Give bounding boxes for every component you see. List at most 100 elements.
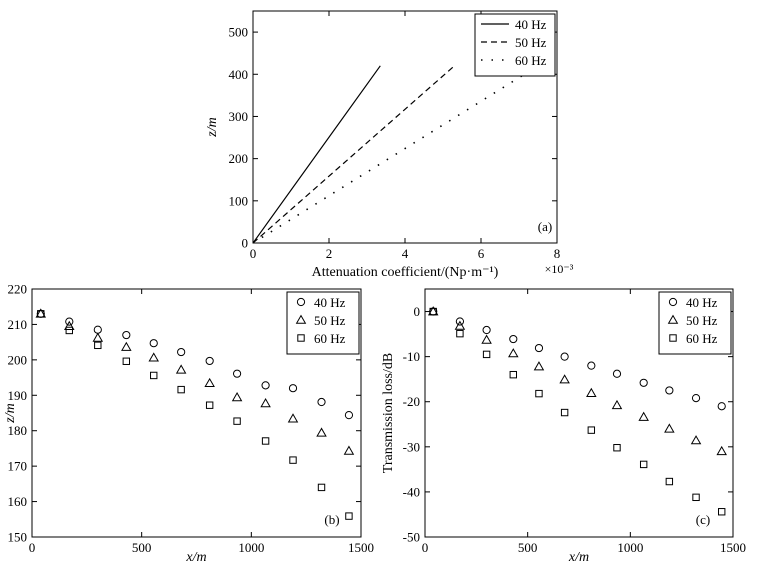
data-point-40-hz	[639, 378, 648, 387]
y-tick-label: 220	[8, 282, 28, 297]
x-tick-label: 1000	[238, 540, 264, 555]
plot-frame	[31, 288, 362, 538]
data-point-60-hz	[177, 385, 185, 394]
x-tick-label: 0	[29, 540, 36, 555]
x-tick-label: 1500	[720, 540, 746, 555]
legend-marker	[296, 297, 306, 307]
data-point-40-hz	[534, 343, 544, 353]
data-point-50-hz	[204, 377, 215, 388]
data-point-50-hz	[716, 445, 727, 456]
data-point-50-hz	[533, 361, 545, 371]
series-line-50-hz	[252, 65, 455, 244]
y-tick-label: 210	[8, 317, 28, 332]
data-point-50-hz	[121, 341, 132, 351]
legend: 40 Hz 50 Hz 60 Hz	[474, 13, 556, 77]
data-point-60-hz	[718, 508, 726, 516]
legend-label: 60 Hz	[314, 331, 346, 346]
data-point-40-hz	[122, 330, 131, 340]
data-point-50-hz	[481, 334, 492, 344]
data-point-60-hz	[122, 357, 131, 365]
data-point-40-hz	[560, 352, 569, 361]
data-point-50-hz	[287, 413, 299, 423]
legend-label: 40 Hz	[515, 17, 547, 32]
legend-label: 60 Hz	[686, 331, 718, 346]
data-point-40-hz	[65, 317, 74, 326]
x-tick-label: 500	[132, 540, 152, 555]
data-point-40-hz	[261, 381, 270, 390]
data-point-60-hz	[482, 350, 491, 359]
data-point-40-hz	[665, 386, 674, 395]
x-axis-label: x/m	[568, 550, 589, 565]
panel-a: 0 2 4 6 8 0 100 200 300 400 500 Attenuation coeffic…	[205, 10, 574, 280]
y-tick-label: -20	[403, 394, 420, 409]
y-tick-label: -10	[403, 349, 420, 364]
data-point-40-hz	[717, 402, 726, 411]
panel-label: (a)	[538, 219, 552, 234]
x-tick-label: 4	[402, 246, 409, 261]
data-point-60-hz	[535, 389, 543, 398]
legend-marker	[295, 314, 307, 324]
y-axis-label: z/m	[205, 117, 220, 137]
data-point-40-hz	[177, 347, 186, 357]
legend: 40 Hz 50 Hz 60 Hz	[658, 291, 732, 355]
y-tick-label: -50	[403, 530, 420, 545]
data-point-60-hz	[205, 401, 214, 409]
data-point-50-hz	[586, 387, 597, 397]
data-point-50-hz	[611, 399, 623, 410]
y-tick-label: -40	[403, 484, 420, 499]
data-point-60-hz	[560, 408, 569, 417]
data-point-50-hz	[316, 427, 327, 437]
data-point-60-hz	[94, 341, 102, 350]
data-point-60-hz	[613, 444, 621, 452]
data-point-40-hz	[587, 361, 596, 370]
data-point-60-hz	[456, 329, 464, 338]
data-point-40-hz	[691, 394, 701, 403]
data-point-60-hz	[317, 483, 326, 492]
legend-marker	[668, 297, 678, 307]
data-point-50-hz	[690, 435, 702, 445]
legend-marker	[297, 334, 305, 342]
y-tick-label: 200	[8, 352, 28, 367]
x-axis-label: Attenuation coefficient/(Np·m⁻¹)	[312, 265, 499, 280]
data-point-60-hz	[65, 326, 73, 335]
x-tick-label: 1500	[348, 540, 374, 555]
panel-b: 0 500 1000 1500 150 160 170 180 190 200 210 220 x/m z…	[3, 282, 374, 566]
data-point-40-hz	[149, 339, 158, 348]
y-tick-label: 400	[229, 67, 249, 82]
data-point-40-hz	[482, 325, 491, 335]
y-tick-label: 180	[8, 423, 28, 438]
data-point-50-hz	[559, 374, 570, 384]
data-point-60-hz	[37, 310, 45, 318]
data-point-40-hz	[232, 369, 242, 378]
legend-label: 40 Hz	[686, 295, 718, 310]
y-tick-label: 0	[414, 304, 421, 319]
x-tick-label: 0	[422, 540, 429, 555]
x-axis-multiplier: ×10⁻³	[545, 262, 574, 276]
legend-label: 50 Hz	[314, 313, 346, 328]
legend-label: 60 Hz	[515, 53, 547, 68]
legend-label: 50 Hz	[686, 313, 718, 328]
panel-c: 0 500 1000 1500 -50 -40 -30 -20 -10 0 x/m Transmiss…	[381, 288, 746, 565]
data-point-50-hz	[638, 411, 649, 421]
y-tick-label: 190	[8, 388, 28, 403]
data-point-50-hz	[343, 445, 355, 455]
data-point-60-hz	[261, 437, 270, 445]
data-point-50-hz	[175, 364, 187, 374]
data-point-60-hz	[345, 512, 353, 520]
data-point-50-hz	[92, 332, 104, 342]
data-point-60-hz	[639, 460, 648, 469]
y-tick-label: 160	[8, 494, 28, 509]
y-axis-label: Transmission loss/dB	[381, 353, 396, 473]
y-tick-label: 100	[229, 193, 249, 208]
x-axis-label: x/m	[185, 550, 206, 565]
data-point-60-hz	[665, 477, 674, 486]
x-tick-label: 1000	[617, 540, 643, 555]
data-point-50-hz	[508, 348, 519, 358]
y-tick-label: 150	[8, 530, 28, 545]
data-point-60-hz	[587, 426, 596, 434]
series-line-40-hz	[252, 65, 381, 244]
data-point-50-hz	[664, 423, 675, 433]
series-line-60-hz	[252, 65, 539, 244]
legend-label: 50 Hz	[515, 35, 547, 50]
